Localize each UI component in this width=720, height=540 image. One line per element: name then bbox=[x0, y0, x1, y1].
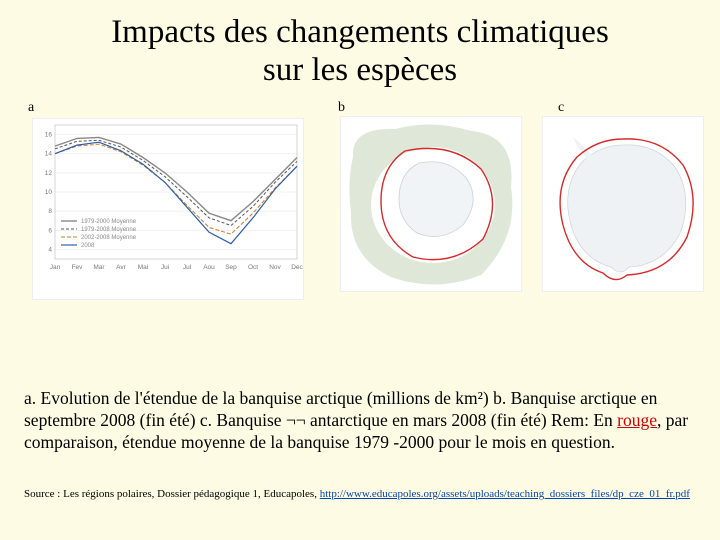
label-a: a bbox=[28, 100, 34, 116]
figures-row: a 4 6 8 10 12 14 16 Jan Fev Mar Avr Mai Jui Jul Aou Sep… bbox=[0, 102, 720, 312]
caption-part1: a. Evolution de l'étendue de la banquise… bbox=[24, 388, 657, 430]
svg-text:Mai: Mai bbox=[138, 264, 148, 271]
svg-text:2008: 2008 bbox=[81, 243, 95, 249]
svg-text:Fev: Fev bbox=[72, 264, 84, 271]
page-title: Impacts des changements climatiques sur … bbox=[0, 0, 720, 94]
svg-text:14: 14 bbox=[45, 151, 53, 158]
title-line-1: Impacts des changements climatiques bbox=[111, 14, 609, 50]
svg-text:Oct: Oct bbox=[248, 264, 258, 271]
svg-text:6: 6 bbox=[48, 227, 52, 234]
source-line: Source : Les régions polaires, Dossier p… bbox=[24, 488, 696, 502]
svg-text:Mar: Mar bbox=[93, 264, 105, 271]
chart-a: 4 6 8 10 12 14 16 Jan Fev Mar Avr Mai Jui Jul Aou Sep Oc… bbox=[32, 118, 304, 300]
svg-text:Nov: Nov bbox=[269, 264, 281, 271]
svg-text:Aou: Aou bbox=[203, 264, 215, 271]
svg-text:1979-2000 Moyenne: 1979-2000 Moyenne bbox=[81, 219, 137, 225]
svg-text:4: 4 bbox=[48, 246, 52, 253]
svg-text:16: 16 bbox=[45, 131, 53, 138]
svg-text:Jan: Jan bbox=[50, 264, 61, 271]
svg-text:Sep: Sep bbox=[225, 264, 237, 271]
svg-text:10: 10 bbox=[45, 189, 53, 196]
label-b: b bbox=[338, 100, 345, 116]
svg-text:8: 8 bbox=[48, 208, 52, 215]
svg-text:1979-2008 Moyenne: 1979-2008 Moyenne bbox=[81, 227, 137, 233]
svg-text:12: 12 bbox=[45, 170, 53, 177]
map-b-arctic bbox=[340, 116, 522, 292]
source-link[interactable]: http://www.educapoles.org/assets/uploads… bbox=[320, 488, 690, 500]
svg-text:Jul: Jul bbox=[183, 264, 192, 271]
caption: a. Evolution de l'étendue de la banquise… bbox=[24, 388, 696, 454]
label-c: c bbox=[558, 100, 564, 116]
source-prefix: Source : Les régions polaires, Dossier p… bbox=[24, 488, 320, 500]
caption-rouge-word: rouge bbox=[617, 410, 657, 430]
map-c-antarctic bbox=[542, 116, 704, 292]
svg-text:Jui: Jui bbox=[161, 264, 169, 271]
svg-text:Dec: Dec bbox=[291, 264, 303, 271]
svg-text:Avr: Avr bbox=[116, 264, 126, 271]
svg-text:2002-2008 Moyenne: 2002-2008 Moyenne bbox=[81, 235, 137, 241]
title-line-2: sur les espèces bbox=[263, 52, 457, 88]
